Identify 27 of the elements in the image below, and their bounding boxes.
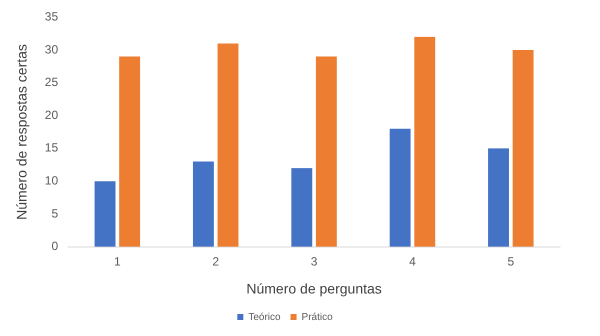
x-tick-label: 5 bbox=[507, 254, 514, 268]
bar bbox=[390, 128, 411, 247]
x-tick-label: 1 bbox=[114, 254, 121, 268]
y-tick-label: 15 bbox=[44, 140, 58, 155]
x-axis-title: Número de perguntas bbox=[246, 280, 382, 296]
y-tick-label: 35 bbox=[44, 10, 58, 24]
legend-label: Prático bbox=[302, 312, 334, 323]
bar bbox=[192, 162, 214, 247]
y-axis-title: Número de respostas certas bbox=[13, 44, 30, 220]
y-tick-label: 25 bbox=[44, 75, 58, 90]
y-tick-label: 5 bbox=[51, 206, 58, 220]
bar bbox=[119, 56, 140, 247]
bar bbox=[94, 181, 116, 247]
x-tick-label: 4 bbox=[409, 254, 416, 268]
bar bbox=[414, 36, 436, 247]
bar bbox=[218, 43, 238, 247]
y-tick-label: 20 bbox=[44, 108, 58, 122]
bar bbox=[316, 56, 337, 247]
y-tick-label: 10 bbox=[44, 174, 58, 188]
legend-label: Teórico bbox=[248, 312, 281, 323]
bar bbox=[291, 168, 312, 247]
bar bbox=[512, 50, 534, 247]
y-tick-label: 0 bbox=[51, 239, 58, 254]
x-tick-label: 3 bbox=[310, 254, 318, 268]
x-tick-label: 2 bbox=[212, 254, 220, 268]
bar bbox=[488, 148, 509, 247]
y-tick-label: 30 bbox=[44, 42, 58, 56]
